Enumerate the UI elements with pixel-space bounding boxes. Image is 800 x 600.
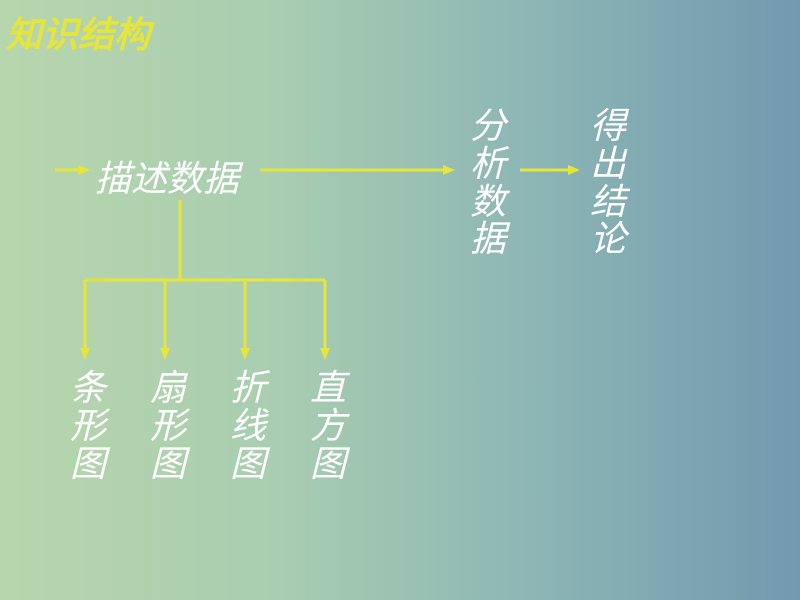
char: 析: [470, 146, 506, 184]
char: 图: [70, 446, 106, 484]
char: 直: [310, 370, 346, 408]
char: 图: [230, 446, 266, 484]
node-bar-chart: 条 形 图: [70, 370, 106, 483]
char: 出: [590, 146, 626, 184]
char: 折: [230, 370, 266, 408]
char: 线: [230, 408, 266, 446]
char: 条: [70, 370, 106, 408]
char: 据: [470, 221, 506, 259]
page-title: 知识结构: [6, 6, 150, 58]
char: 扇: [150, 370, 186, 408]
char: 形: [70, 408, 106, 446]
char: 数: [470, 184, 506, 222]
node-line-chart: 折 线 图: [230, 370, 266, 483]
arrows-layer: [0, 0, 800, 600]
char: 结: [590, 184, 626, 222]
node-histogram: 直 方 图: [310, 370, 346, 483]
char: 形: [150, 408, 186, 446]
node-analyze-data: 分 析 数 据: [470, 108, 506, 259]
char: 分: [470, 108, 506, 146]
node-pie-chart: 扇 形 图: [150, 370, 186, 483]
node-conclude: 得 出 结 论: [590, 108, 626, 259]
char: 图: [150, 446, 186, 484]
node-describe-data: 描述数据: [95, 150, 239, 202]
char: 论: [590, 221, 626, 259]
char: 得: [590, 108, 626, 146]
char: 图: [310, 446, 346, 484]
char: 方: [310, 408, 346, 446]
